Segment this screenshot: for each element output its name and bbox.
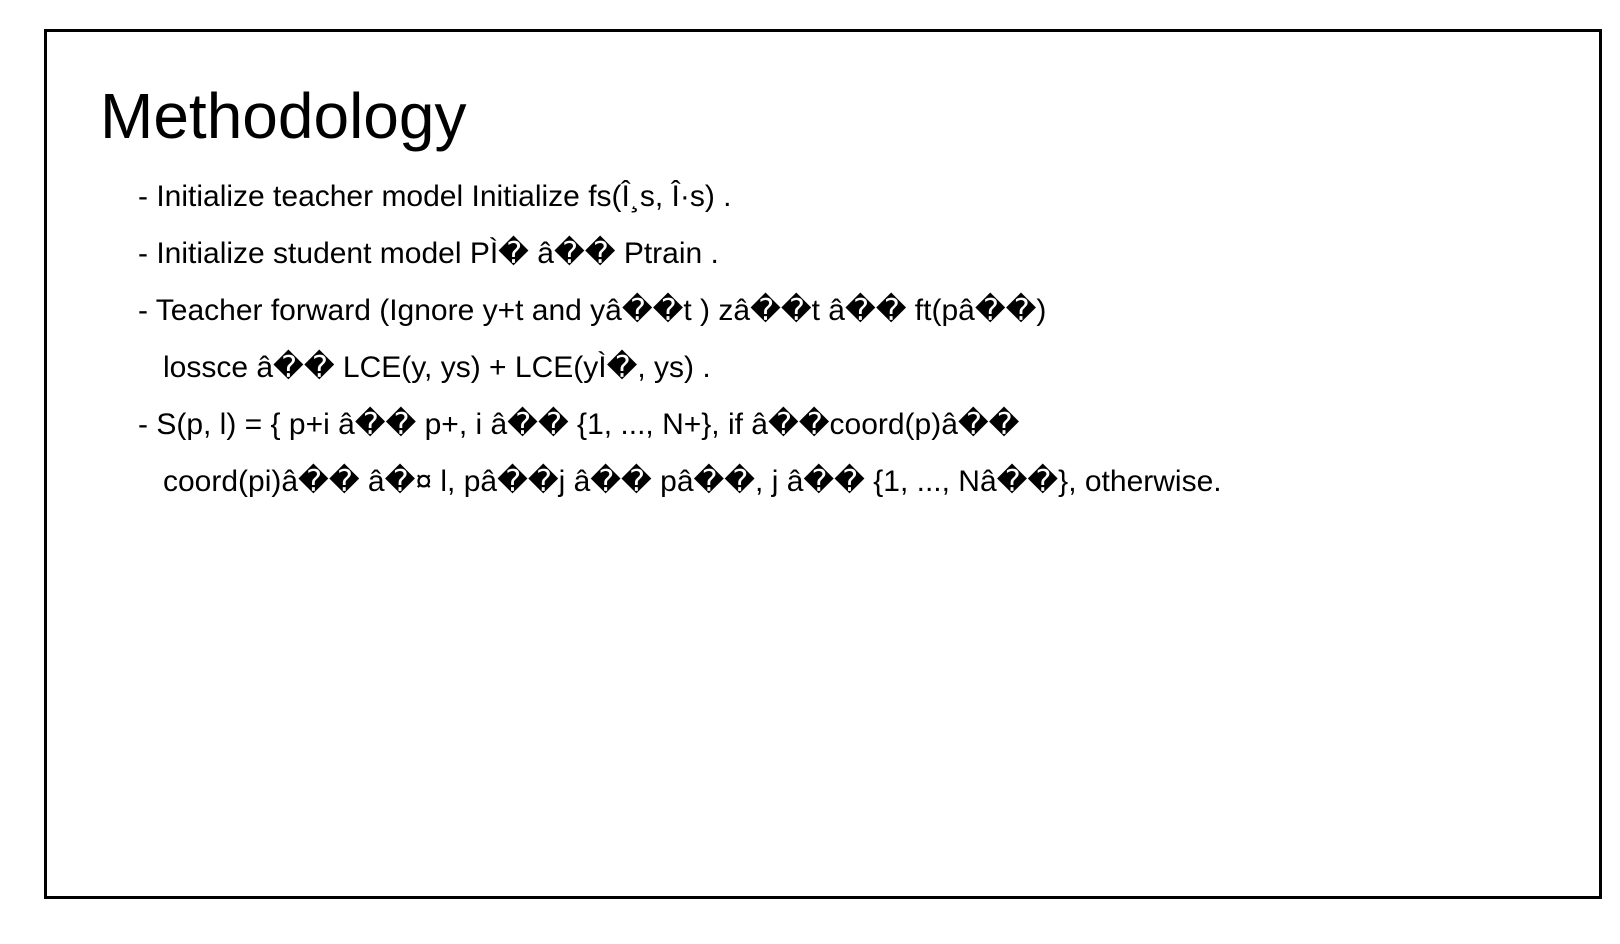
bullet-list: - Initialize teacher model Initialize fs…: [138, 168, 1222, 510]
bullet-line-4-continuation: coord(pi)â�� â�¤ l, pâ��j â�� pâ��, j â�…: [163, 465, 1222, 498]
bullet-line-4: - S(p, l) = { p+i â�� p+, i â�� {1, ...,…: [138, 408, 1020, 441]
slide-frame: [44, 29, 1602, 899]
bullet-line-2: - Initialize student model PÌ� â�� Ptrai…: [138, 237, 719, 270]
bullet-line-3-continuation: lossce â�� LCE(y, ys) + LCE(yÌ�, ys) .: [163, 351, 711, 384]
slide-title: Methodology: [100, 80, 467, 152]
bullet-line-1: - Initialize teacher model Initialize fs…: [138, 180, 732, 213]
bullet-line-3: - Teacher forward (Ignore y+t and yâ��t …: [138, 294, 1047, 327]
